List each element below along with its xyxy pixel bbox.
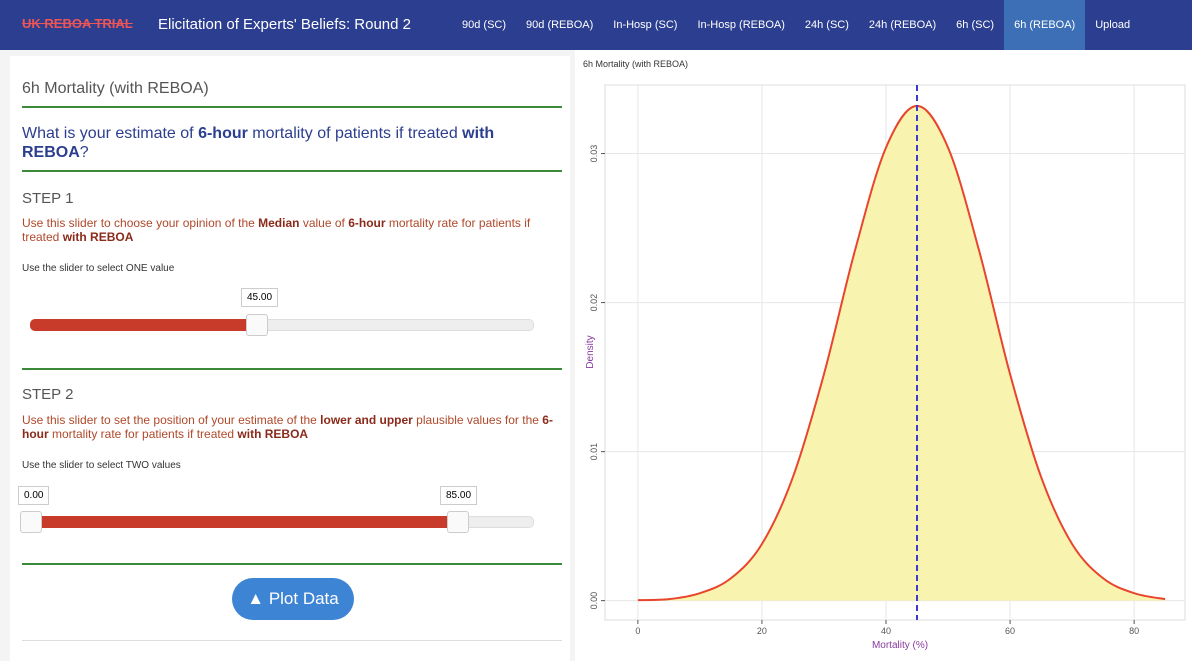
y-tick-label: 0.02 — [589, 294, 599, 312]
y-axis-label: Density — [585, 335, 596, 368]
divider — [22, 170, 562, 172]
chart: 6h Mortality (with REBOA) Mortality (%) … — [583, 59, 1186, 651]
text-segment: ? — [79, 144, 89, 161]
nav-tab[interactable]: In-Hosp (REBOA) — [697, 19, 785, 31]
text-segment: mortality rate for patients if treated — [48, 427, 238, 441]
input-panel: 6h Mortality (with REBOA) What is your e… — [10, 56, 570, 661]
x-axis-label: Mortality (%) — [872, 640, 928, 651]
plot-button[interactable]: ▲ Plot Data — [232, 578, 354, 620]
text-segment: lower and upper — [320, 413, 413, 427]
text-segment: with REBOA — [22, 125, 495, 161]
x-tick-label: 0 — [635, 626, 640, 636]
y-tick-label: 0.00 — [589, 592, 599, 610]
step-description: Use this slider to choose your opinion o… — [22, 216, 562, 244]
slider-hint: Use the slider to select TWO values — [22, 460, 181, 471]
x-tick-label: 80 — [1129, 626, 1139, 636]
density-line — [637, 104, 1166, 602]
slider-handle[interactable] — [20, 511, 42, 533]
step-description: Use this slider to set the position of y… — [22, 413, 562, 441]
slider-high-value: 85.00 — [440, 486, 478, 505]
text-segment: 6-hour — [348, 216, 386, 230]
text-segment: Use this slider to choose your opinion o… — [22, 216, 259, 230]
step-title: STEP 2 — [22, 386, 74, 403]
nav-tab[interactable]: 6h (SC) — [956, 19, 995, 31]
slider-low-value: 0.00 — [18, 486, 50, 505]
navbar: UK REBOA TRIAL Elicitation of Experts' B… — [0, 0, 1192, 50]
divider — [22, 368, 562, 370]
text-segment: 6-hour — [198, 125, 248, 142]
tabs: 90d (SC) 90d (REBOA) In-Hosp (SC) In-Hosp (… — [452, 0, 1140, 50]
text-segment: mortality rate for patients if treated — [22, 216, 531, 244]
area-fill — [637, 105, 1166, 601]
text-segment: 6-hour — [22, 413, 553, 441]
text-segment: with REBOA — [62, 230, 134, 244]
divider — [22, 106, 562, 108]
text-segment: What is your estimate of — [22, 125, 199, 142]
slider-fill — [30, 319, 256, 331]
nav-tab[interactable]: 90d (SC) — [462, 19, 507, 31]
nav-tab[interactable]: 24h (SC) — [804, 19, 849, 31]
text-segment: with REBOA — [237, 427, 309, 441]
slider-fill — [30, 516, 457, 528]
divider — [22, 563, 562, 565]
slider-handle[interactable] — [245, 314, 268, 336]
x-tick-label: 40 — [881, 626, 891, 636]
panel-heading: 6h Mortality (with REBOA) — [22, 80, 209, 97]
app-title: Elicitation of Experts' Beliefs: Round 2 — [158, 16, 411, 33]
question: What is your estimate of 6-hour mortalit… — [22, 124, 542, 162]
text-segment: Median — [258, 216, 300, 230]
nav-tab[interactable]: 6h (REBOA) — [1004, 0, 1086, 50]
nav-tab[interactable]: Upload — [1095, 19, 1131, 31]
nav-tab[interactable]: 24h (REBOA) — [868, 19, 937, 31]
text-segment: Use this slider to set the position of y… — [22, 413, 321, 427]
text-segment: plausible values for the — [412, 413, 543, 427]
text-segment: mortality of patients if treated — [247, 125, 463, 142]
y-tick-label: 0.01 — [589, 443, 599, 461]
x-tick-label: 60 — [1005, 626, 1015, 636]
chart-panel: 6h Mortality (with REBOA) Mortality (%) … — [575, 50, 1192, 661]
chart-title: 6h Mortality (with REBOA) — [583, 59, 688, 69]
slider-hint: Use the slider to select ONE value — [22, 263, 175, 274]
y-tick-label: 0.03 — [589, 145, 599, 163]
nav-tab[interactable]: In-Hosp (SC) — [613, 19, 678, 31]
slider-handle[interactable] — [446, 511, 469, 533]
nav-tab[interactable]: 90d (REBOA) — [526, 19, 594, 31]
step-title: STEP 1 — [22, 190, 74, 207]
divider — [22, 640, 562, 641]
text-segment: value of — [299, 216, 349, 230]
slider-value: 45.00 — [241, 288, 279, 307]
x-tick-label: 20 — [757, 626, 767, 636]
brand[interactable]: UK REBOA TRIAL — [22, 16, 133, 31]
button-label: Plot Data — [268, 589, 339, 608]
